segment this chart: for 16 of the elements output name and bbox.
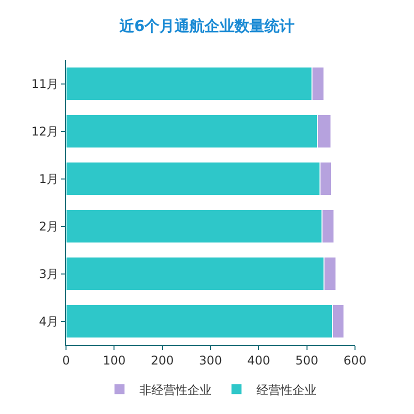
y-tick-label: 11月 [31,76,59,91]
y-tick-label: 2月 [38,219,59,234]
y-tick-label: 3月 [38,266,59,281]
legend-label: 非经营性企业 [140,382,212,397]
x-tick-label: 0 [62,353,70,368]
x-tick-label: 200 [150,353,174,368]
x-tick-label: 100 [102,353,126,368]
x-tick-label: 400 [247,353,270,368]
x-tick-label: 500 [295,353,318,368]
chart-title: 近6个月通航企业数量统计 [118,17,295,36]
y-tick-label: 4月 [38,314,59,328]
y-tick-label: 12月 [31,124,59,138]
x-tick-label: 300 [199,353,222,368]
x-tick-label: 600 [344,353,366,368]
legend-label: 经营性企业 [256,382,316,397]
y-tick-label: 1月 [38,172,59,186]
